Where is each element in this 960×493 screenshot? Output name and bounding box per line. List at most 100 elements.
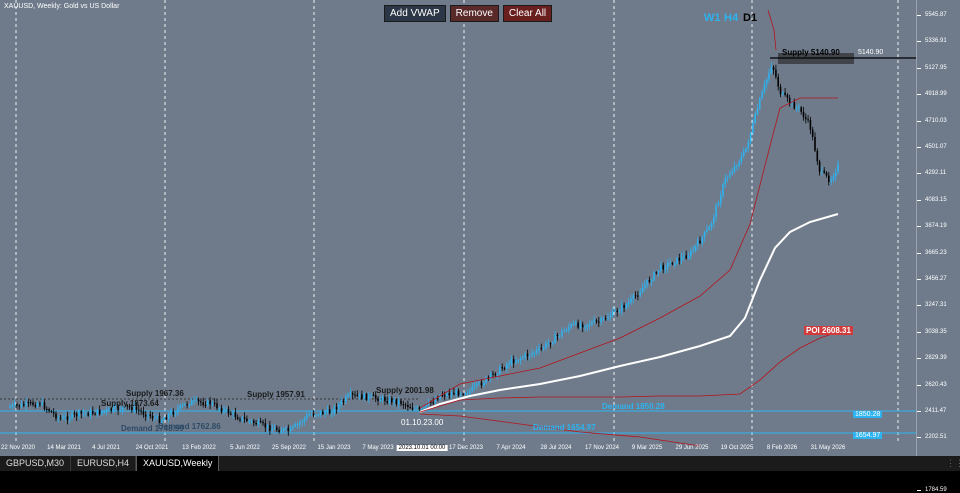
candle-body [356,394,359,396]
price-tick-label: 4083.15 [917,196,947,203]
candle-body [112,407,115,411]
vwap-upper-band [419,97,838,409]
price-chart[interactable]: XAUUSD, Weekly: Gold vs US Dollar Add VW… [0,0,917,457]
timeframe-w1[interactable]: W1 [704,12,721,24]
candle-body [163,417,165,420]
candle-body [464,393,467,395]
candle-body [161,419,163,423]
candle-body [584,326,586,328]
candle-body [262,421,264,424]
candle-body [124,405,126,408]
candle-body [745,148,747,152]
candle-body [602,318,605,320]
candle-body [243,417,246,419]
supply-zone-label: Supply 1873.64 [101,399,159,408]
resize-grip-icon[interactable]: ⋮⋮ [946,458,960,468]
candle-body [416,407,418,409]
add-vwap-button[interactable]: Add VWAP [384,5,446,22]
date-tick-label: 19 Oct 2025 [720,445,754,451]
candle-body [87,413,89,416]
candle-body [131,406,133,411]
candle-body [147,414,149,417]
candle-body [218,408,221,410]
candle-body [489,373,492,378]
candle-body [209,400,211,405]
candle-body [460,393,462,396]
date-tick-label: 2023.10.01 00:00 [396,445,448,451]
candle-body [499,366,501,375]
candle-body [211,402,214,405]
candle-body [756,108,759,114]
candle-body [710,223,713,227]
candle-body [326,409,329,413]
candle-body [188,404,191,406]
tab-eurusd[interactable]: EURUSD,H4 [71,456,137,471]
tab-gbpusd[interactable]: GBPUSD,M30 [0,456,72,471]
date-tick-label: 4 Jul 2021 [92,445,120,451]
supply-zone-label: Supply 1957.91 [247,390,305,399]
candle-body [305,415,308,419]
candle-body [738,161,740,166]
tab-xauusd[interactable]: XAUUSD,Weekly [136,456,220,471]
price-tick-label: 2202.51 [917,434,947,441]
candle-body [455,390,457,395]
candle-body [545,343,547,348]
candle-body [278,429,280,433]
candle-body [119,409,122,411]
candle-body [586,324,589,327]
candle-body [503,368,506,370]
candle-body [73,413,76,415]
candle-body [411,407,414,410]
clear-all-button[interactable]: Clear All [502,5,553,22]
candle-body [535,350,538,353]
timeframe-d1[interactable]: D1 [743,12,758,24]
candle-body [253,420,255,424]
candle-body [611,310,614,316]
candle-body [312,413,315,416]
candle-body [625,304,628,308]
candle-body [809,120,812,130]
candle-body [365,393,368,400]
date-tick-label: 28 Jul 2024 [540,445,572,451]
candle-body [223,408,225,412]
candle-body [572,324,575,326]
candle-body [184,404,186,406]
candle-body [98,409,101,415]
supply-zone-label: Supply 5140.90 [782,48,840,57]
vwap-line [419,213,839,413]
candle-body [179,405,181,409]
candle-body [328,409,331,414]
date-tick-label: 13 Feb 2022 [182,445,216,451]
candle-body [57,417,60,419]
price-tick-label: 5545.87 [917,12,947,18]
candle-body [66,416,69,420]
candle-body [165,417,168,419]
price-tick-label: 1784.59 [917,487,947,493]
candle-body [59,417,62,419]
chart-canvas[interactable] [0,0,916,456]
candle-body [595,320,598,322]
remove-button[interactable]: Remove [449,5,499,22]
candle-body [526,353,529,357]
candle-body [156,416,158,418]
candle-body [533,352,536,354]
candle-body [814,136,816,151]
candle-body [556,335,559,337]
candle-body [241,417,244,421]
candle-body [476,383,478,386]
candle-body [319,411,322,415]
demand-zone-label: Demand 1762.86 [158,422,221,431]
candle-body [779,86,782,95]
candle-body [381,396,384,400]
candle-body [683,255,685,258]
price-axis[interactable]: 5545.87 5336.91 5127.95 4918.99 4710.03 4501.… [916,0,960,493]
candle-body [660,264,662,271]
candle-body [289,428,292,431]
candle-body [496,374,499,376]
candle-body [793,102,796,109]
candle-body [485,377,487,383]
candle-body [140,410,142,412]
timeframe-h4[interactable]: H4 [724,12,739,24]
date-tick-label: 7 Apr 2024 [496,445,526,451]
candle-body [232,412,234,415]
